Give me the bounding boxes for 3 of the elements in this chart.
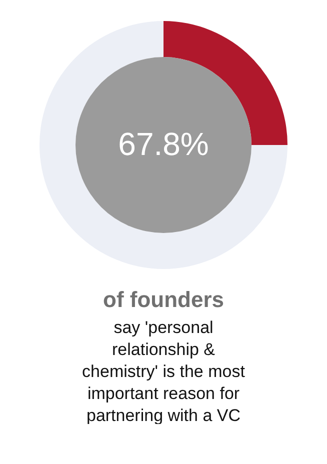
- text: of founders: [103, 287, 224, 312]
- donut-slice: [40, 21, 288, 269]
- text: 67.8%: [118, 126, 209, 162]
